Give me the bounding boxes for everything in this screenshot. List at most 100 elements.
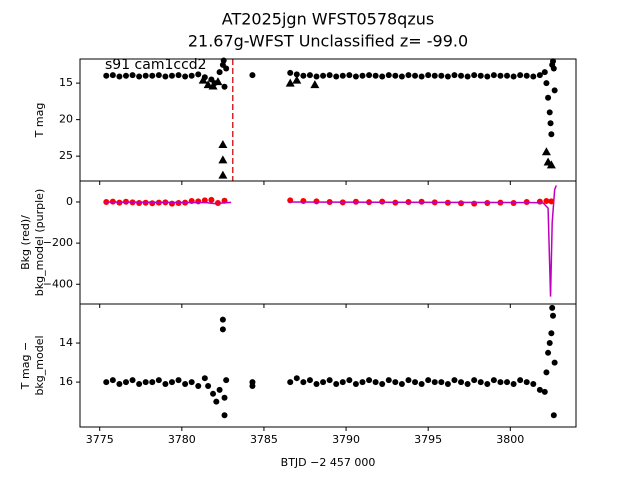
data-point bbox=[162, 73, 169, 80]
data-point bbox=[195, 198, 202, 205]
data-point bbox=[339, 379, 346, 386]
upper-limit-marker bbox=[208, 81, 218, 90]
data-point bbox=[103, 379, 110, 386]
y-tick-label: 14 bbox=[59, 336, 73, 349]
data-point bbox=[249, 72, 256, 79]
y-tick-label: −200 bbox=[43, 236, 73, 249]
data-point bbox=[221, 412, 228, 419]
data-point bbox=[208, 196, 215, 203]
data-point bbox=[155, 377, 162, 384]
data-point bbox=[142, 379, 149, 386]
data-point bbox=[326, 377, 333, 384]
y-tick-label: −400 bbox=[43, 277, 73, 290]
data-point bbox=[129, 377, 136, 384]
data-point bbox=[451, 72, 458, 79]
x-tick-label: 3785 bbox=[250, 433, 278, 446]
data-point bbox=[223, 377, 230, 384]
data-point bbox=[300, 379, 307, 386]
data-point bbox=[550, 412, 557, 419]
annotation: s91 cam1ccd2 bbox=[105, 57, 207, 73]
chart-subtitle: 21.67g-WFST Unclassified z= -99.0 bbox=[188, 32, 468, 51]
data-point bbox=[287, 69, 294, 76]
data-point bbox=[530, 73, 537, 80]
data-point bbox=[548, 131, 555, 138]
data-point bbox=[333, 73, 340, 80]
data-point bbox=[412, 72, 419, 79]
data-point bbox=[543, 369, 550, 376]
data-point bbox=[425, 377, 432, 384]
x-tick-label: 3790 bbox=[332, 433, 360, 446]
data-point bbox=[464, 73, 471, 80]
data-point bbox=[149, 200, 156, 207]
data-point bbox=[477, 72, 484, 79]
data-point bbox=[333, 381, 340, 388]
y-axis-label: bkg_model (purple) bbox=[33, 189, 46, 296]
data-point bbox=[142, 72, 149, 79]
data-point bbox=[425, 72, 432, 79]
data-point bbox=[168, 200, 175, 207]
data-point bbox=[249, 383, 256, 389]
data-point bbox=[471, 377, 478, 384]
data-point bbox=[471, 72, 478, 79]
data-point bbox=[490, 377, 497, 384]
data-point bbox=[547, 120, 554, 127]
data-point bbox=[418, 73, 425, 80]
data-point bbox=[550, 58, 557, 65]
y-axis-label: bkg_model bbox=[33, 335, 46, 395]
data-point bbox=[359, 72, 366, 79]
data-point bbox=[536, 72, 543, 79]
data-point bbox=[149, 72, 156, 79]
data-point bbox=[320, 72, 327, 79]
x-tick-label: 3780 bbox=[168, 433, 196, 446]
data-point bbox=[392, 72, 399, 79]
data-point bbox=[550, 312, 557, 319]
data-point bbox=[543, 197, 550, 204]
upper-limit-marker bbox=[218, 139, 228, 148]
data-point bbox=[541, 388, 548, 395]
data-point bbox=[536, 386, 543, 393]
data-point bbox=[484, 381, 491, 388]
data-point bbox=[320, 379, 327, 386]
data-point bbox=[372, 72, 379, 79]
data-point bbox=[346, 377, 353, 384]
y-tick-label: 15 bbox=[59, 76, 73, 89]
data-point bbox=[313, 381, 320, 388]
data-point bbox=[219, 316, 226, 323]
y-axis-label: T mag bbox=[33, 103, 46, 139]
data-point bbox=[201, 375, 208, 382]
data-point bbox=[216, 69, 223, 76]
y-tick-label: 20 bbox=[59, 113, 73, 126]
data-point bbox=[109, 377, 116, 384]
data-point bbox=[458, 379, 465, 386]
data-point bbox=[551, 87, 558, 94]
upper-limit-marker bbox=[546, 160, 556, 169]
data-point bbox=[545, 349, 552, 356]
data-point bbox=[219, 326, 226, 333]
data-point bbox=[136, 381, 143, 388]
data-point bbox=[300, 197, 307, 204]
data-point bbox=[392, 379, 399, 386]
upper-limit-marker bbox=[541, 147, 551, 156]
data-point bbox=[379, 73, 386, 80]
upper-limit-marker bbox=[198, 75, 208, 84]
data-point bbox=[287, 379, 294, 386]
data-point bbox=[385, 72, 392, 79]
data-point bbox=[523, 72, 530, 79]
data-point bbox=[372, 379, 379, 386]
data-point bbox=[431, 379, 438, 386]
data-point bbox=[405, 377, 412, 384]
data-point bbox=[530, 381, 537, 388]
data-point bbox=[116, 381, 123, 388]
data-point bbox=[103, 72, 110, 79]
data-point bbox=[168, 72, 175, 79]
data-point bbox=[444, 381, 451, 388]
data-point bbox=[155, 72, 162, 79]
data-point bbox=[182, 381, 189, 388]
data-point bbox=[182, 73, 189, 80]
data-point bbox=[477, 379, 484, 386]
data-point bbox=[366, 377, 373, 384]
data-point bbox=[359, 379, 366, 386]
data-point bbox=[366, 72, 373, 79]
upper-limit-marker bbox=[203, 80, 213, 89]
data-point bbox=[517, 377, 524, 384]
